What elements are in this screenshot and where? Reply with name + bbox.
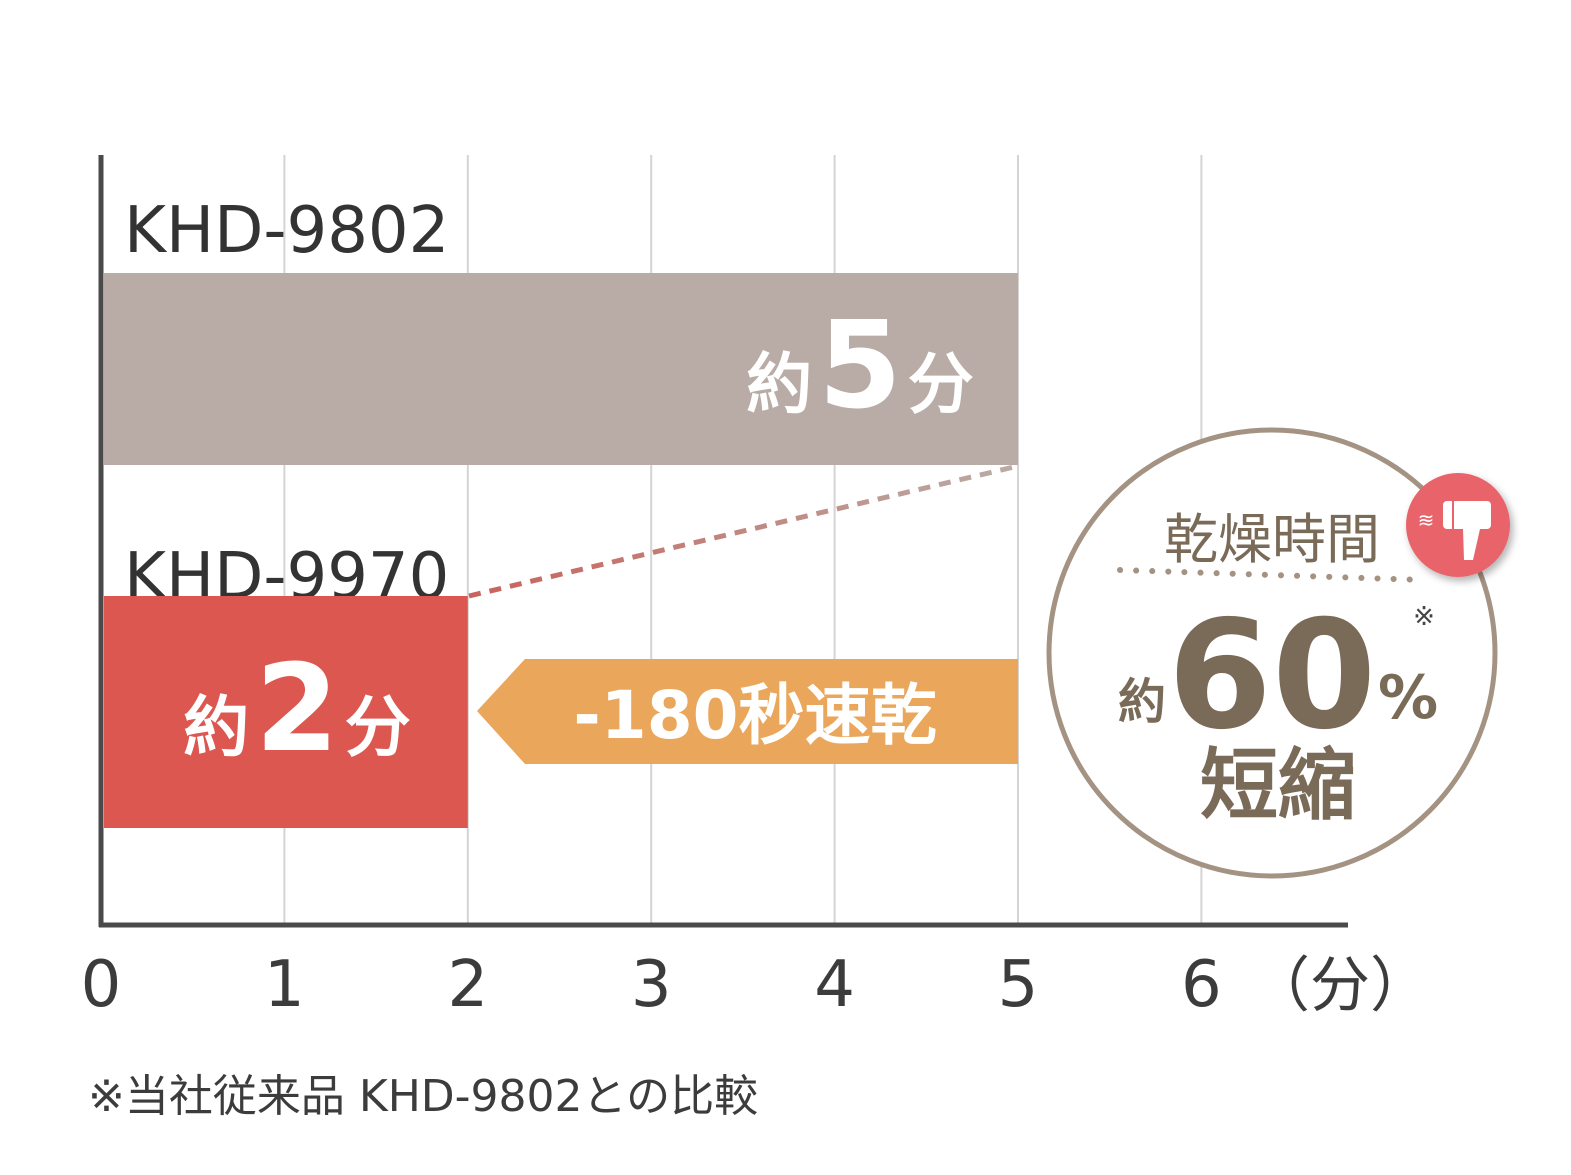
x-tick-label: 6 [1181, 948, 1222, 1022]
footnote: ※当社従来品 KHD-9802との比較 [88, 1071, 759, 1122]
badge-value: 60 [1168, 589, 1377, 763]
connector-line [468, 463, 1019, 599]
x-tick-label: 3 [631, 948, 672, 1022]
reduction-badge: 乾燥時間 約 60 % ※ 短縮 [1046, 427, 1498, 879]
bar [104, 596, 468, 828]
x-tick-label: 2 [447, 948, 488, 1022]
badge-dotted-divider [1117, 567, 1428, 583]
x-tick-label: 4 [814, 948, 855, 1022]
badge-unit: % [1378, 663, 1438, 733]
hair-dryer-icon: ≋ [1406, 473, 1510, 577]
bar-data-label: 約2分 [183, 640, 411, 779]
badge-suffix: 短縮 [1200, 741, 1356, 831]
badge-title: 乾燥時間 [1164, 508, 1380, 571]
badge-prefix: 約 [1118, 674, 1166, 730]
reduction-arrow [477, 659, 1018, 764]
svg-text:≋: ≋ [1418, 508, 1435, 532]
x-unit-label: （分） [1250, 951, 1430, 1021]
x-tick-label: 5 [998, 948, 1039, 1022]
x-tick-label: 0 [81, 948, 122, 1022]
x-tick-label: 1 [264, 948, 305, 1022]
badge-note-mark: ※ [1413, 602, 1435, 632]
bar [104, 273, 1018, 465]
reduction-arrow-label: -180秒速乾 [573, 677, 936, 754]
bar-data-label: 約5分 [746, 297, 974, 436]
category-label: KHD-9802 [124, 194, 449, 268]
